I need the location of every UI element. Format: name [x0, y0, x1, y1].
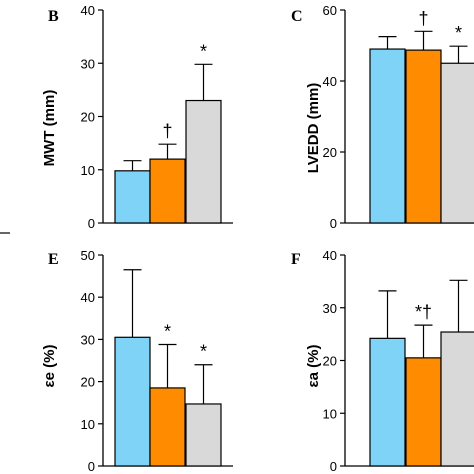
panel-e-y-tick-label: 50 [81, 248, 95, 263]
panel-c-y-tick-label: 20 [323, 145, 337, 160]
panel-b-y-tick-label: 20 [81, 110, 95, 125]
panel-e: E εe (%) 0 10 20 30 40 50 * * [41, 248, 233, 474]
panel-f-label: F [291, 251, 301, 268]
panel-b-significance-mark: * [200, 41, 207, 61]
panel-c-y-tick-label: 0 [330, 216, 337, 231]
panel-e-significance-mark: * [164, 321, 171, 341]
panel-b-y-tick-label: 0 [88, 216, 95, 231]
panel-f-bar [405, 357, 442, 467]
panel-e-y-tick-label: 10 [81, 417, 95, 432]
panel-b: B MWT (mm) 0 10 20 30 40 † * [41, 3, 233, 231]
panel-e-bar [149, 387, 186, 467]
panel-c-label: C [291, 8, 303, 25]
panel-b-y-axis-label: MWT (mm) [41, 90, 58, 167]
panel-f: F εa (%) 0 10 20 30 40 *† [291, 248, 474, 474]
panel-e-y-tick-label: 40 [81, 290, 95, 305]
panel-c-bar [440, 62, 474, 224]
panel-b-bar [114, 170, 151, 224]
panel-f-y-tick-label: 10 [323, 406, 337, 421]
panel-e-y-tick-label: 20 [81, 375, 95, 390]
panel-e-bar [114, 336, 151, 467]
panel-f-bar [440, 331, 474, 467]
panel-b-y-tick-label: 30 [81, 56, 95, 71]
panel-e-significance-mark: * [200, 342, 207, 362]
panel-c: C LVEDD (mm) 0 20 40 60 † * [291, 3, 474, 231]
panel-c-y-tick-label: 60 [323, 3, 337, 18]
panel-e-label: E [48, 251, 59, 268]
panel-c-significance-mark: † [418, 8, 428, 28]
panel-b-significance-mark: † [162, 121, 172, 141]
panel-e-y-axis-label: εe (%) [41, 345, 58, 388]
panel-c-y-tick-label: 40 [323, 74, 337, 89]
panel-c-bar [405, 49, 442, 224]
panel-b-bar [185, 99, 222, 224]
panel-c-significance-mark: * [455, 23, 462, 43]
panel-f-y-axis-label: εa (%) [305, 345, 322, 388]
panel-f-y-tick-label: 20 [323, 354, 337, 369]
panel-f-y-tick-label: 0 [330, 459, 337, 474]
panel-e-bar [185, 403, 222, 467]
panel-b-y-tick-label: 40 [81, 3, 95, 18]
panel-f-y-tick-label: 40 [323, 248, 337, 263]
panel-f-y-tick-label: 30 [323, 301, 337, 316]
panel-b-bar [149, 158, 186, 224]
panel-e-y-tick-label: 0 [88, 459, 95, 474]
panel-b-label: B [48, 8, 59, 25]
panel-b-y-tick-label: 10 [81, 163, 95, 178]
panel-f-bar [369, 337, 406, 467]
panel-f-significance-mark: *† [415, 302, 432, 322]
panel-c-bar [369, 48, 406, 224]
panel-c-y-axis-label: LVEDD (mm) [305, 83, 322, 174]
panel-e-y-tick-label: 30 [81, 332, 95, 347]
